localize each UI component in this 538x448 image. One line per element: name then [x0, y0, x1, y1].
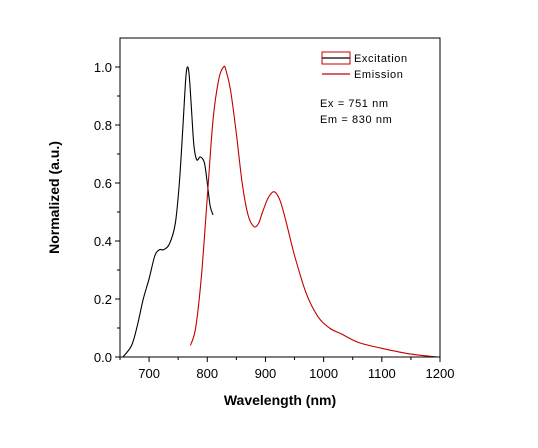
x-axis-title: Wavelength (nm)	[224, 392, 336, 408]
y-tick-label: 0.8	[94, 118, 112, 133]
axis-ticks: 700 800 900 1000 1100 1200 0.0 0.2 0.4 0.6 0.8 1.0	[94, 60, 455, 381]
legend-label-emission: Emission	[354, 69, 403, 81]
y-tick-label: 0.4	[94, 234, 112, 249]
x-tick-label: 800	[196, 366, 218, 381]
legend-label-excitation: Excitation	[354, 53, 408, 65]
y-tick-label: 1.0	[94, 60, 112, 75]
x-tick-label: 1100	[368, 366, 396, 381]
series-line-emission	[189, 65, 438, 358]
x-tick-label: 1000	[309, 366, 338, 381]
annotation-text: Em = 830 nm	[320, 114, 392, 126]
annotations: Ex = 751 nm Em = 830 nm	[320, 98, 392, 126]
y-tick-label: 0.0	[94, 350, 112, 365]
legend-box-marker	[321, 51, 351, 65]
y-axis-title: Normalized (a.u.)	[46, 141, 62, 254]
plot-frame	[119, 37, 441, 358]
series-layer	[122, 65, 438, 358]
x-tick-label: 900	[255, 366, 277, 381]
y-tick-label: 0.2	[94, 292, 112, 307]
x-tick-label: 1200	[426, 366, 455, 381]
series-line-excitation	[122, 66, 214, 358]
annotation-text: Ex = 751 nm	[320, 98, 389, 110]
x-tick-label: 700	[138, 366, 160, 381]
legend: Excitation Emission	[321, 51, 408, 81]
y-tick-label: 0.6	[94, 176, 112, 191]
